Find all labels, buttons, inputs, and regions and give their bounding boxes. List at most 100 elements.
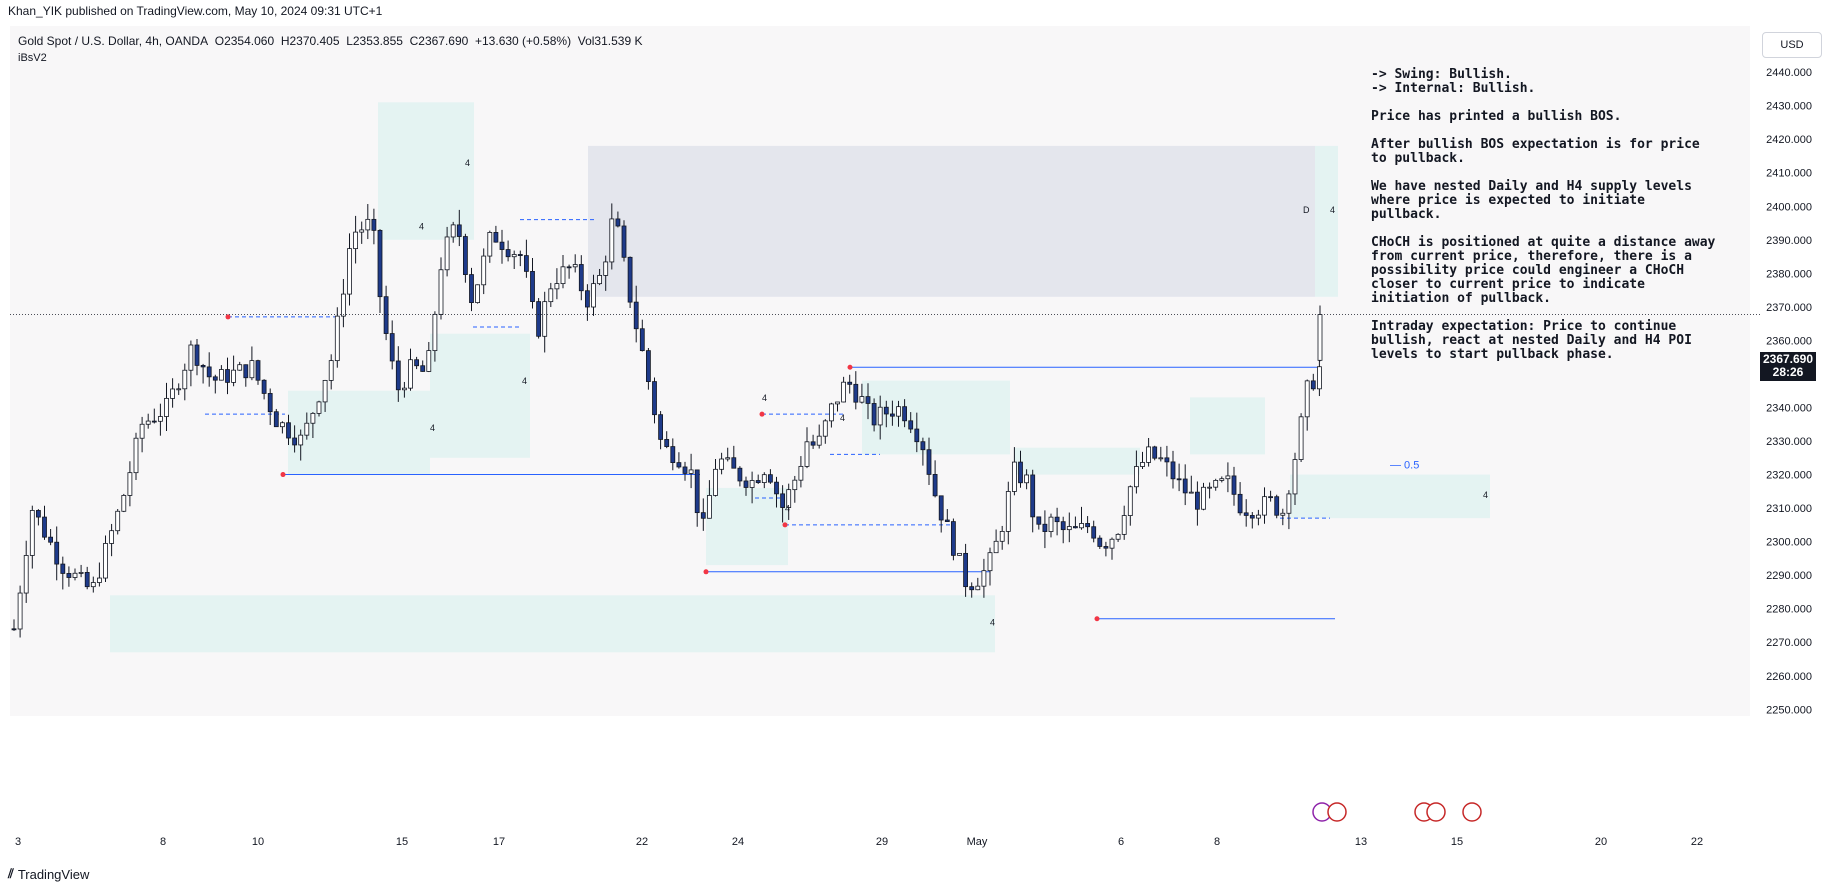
candle-body [334, 315, 340, 362]
y-tick-label: 2370.000 [1766, 302, 1812, 314]
candle-body [1097, 537, 1103, 547]
economic-event-icon [1426, 802, 1446, 822]
candle-body [859, 396, 865, 403]
candle-body [231, 369, 237, 383]
candle-body [1274, 496, 1280, 516]
candle-body [920, 441, 926, 451]
candle-body [456, 224, 462, 237]
candle-body [1286, 493, 1292, 514]
candle-body [542, 301, 548, 337]
candle-body [206, 366, 212, 378]
candle-body [188, 344, 194, 371]
symbol-name[interactable]: Gold Spot / U.S. Dollar, 4h, OANDA [18, 34, 209, 48]
candle-body [1091, 526, 1097, 539]
symbol-legend: Gold Spot / U.S. Dollar, 4h, OANDA O2354… [18, 34, 642, 48]
candle-body [975, 585, 981, 591]
demand-zone [588, 145, 1315, 297]
swing-point-dot [225, 314, 231, 320]
candle-body [902, 406, 907, 422]
candle-body [658, 414, 663, 440]
x-tick-label: 6 [1118, 836, 1124, 848]
candle-body [139, 423, 145, 439]
candlestick-chart[interactable]: 4 4 4 4 4 4 4 4 D 4 4 2250.000 2260.000 2270.000 2280.… [0, 26, 1835, 866]
x-tick-label: 3 [15, 836, 21, 848]
candle-body [414, 359, 420, 367]
candle-body [938, 495, 944, 521]
candle-body [1170, 461, 1176, 480]
chart-area[interactable]: 4 4 4 4 4 4 4 4 D 4 4 2250.000 2260.000 2270.000 2280.… [0, 26, 1835, 866]
tradingview-logo-icon[interactable]: ⫽ [8, 866, 14, 881]
candle-body [932, 474, 938, 497]
candle-body [1060, 521, 1066, 531]
candle-body [310, 412, 316, 424]
candle-body [890, 413, 895, 417]
candle-body [487, 232, 493, 257]
candle-body [1127, 486, 1133, 516]
candle-body [841, 381, 846, 403]
candle-body [1256, 514, 1261, 519]
x-tick-label: 8 [160, 836, 166, 848]
candle-body [1262, 496, 1267, 516]
zone-label: 4 [1483, 490, 1488, 500]
analysis-notes: -> Swing: Bullish. -> Internal: Bullish.… [1371, 68, 1716, 376]
candle-body [109, 530, 114, 544]
candle-body [993, 540, 999, 554]
candle-body [743, 480, 749, 488]
demand-zone [1015, 447, 1140, 475]
candle-body [1201, 486, 1206, 510]
candle-body [322, 379, 328, 403]
candle-body [914, 428, 920, 443]
candle-body [804, 441, 810, 467]
candle-body [1103, 546, 1109, 549]
swing-point-dot [847, 364, 853, 370]
swing-point-dot [759, 411, 765, 417]
candle-body [493, 232, 499, 243]
x-tick-label: 13 [1355, 836, 1367, 848]
swing-point-dot [703, 569, 709, 575]
candle-body [652, 381, 657, 416]
demand-zone [288, 390, 430, 475]
currency-button[interactable]: USD [1762, 32, 1822, 58]
y-tick-label: 2320.000 [1766, 470, 1812, 482]
candle-body [1188, 491, 1194, 494]
demand-zone [1190, 397, 1265, 455]
candle-body [286, 422, 291, 439]
candle-body [1042, 523, 1048, 532]
indicator-name[interactable]: iBsV2 [18, 52, 47, 64]
y-tick-label: 2260.000 [1766, 671, 1812, 683]
candle-body [798, 465, 804, 481]
demand-zone [110, 595, 995, 653]
candle-body [1115, 533, 1121, 540]
candle-body [1036, 516, 1042, 525]
candle-body [664, 439, 670, 447]
candle-body [1310, 380, 1316, 390]
candle-body [1298, 416, 1304, 460]
y-tick-label: 2270.000 [1766, 637, 1812, 649]
candle-body [963, 552, 968, 588]
candle-body [591, 283, 596, 308]
candle-body [676, 462, 682, 468]
candle-body [353, 231, 359, 250]
candle-body [304, 422, 310, 436]
candle-body [54, 541, 60, 565]
candle-body [292, 437, 298, 446]
footer-brand[interactable]: TradingView [17, 866, 90, 882]
x-tick-label: 8 [1214, 836, 1220, 848]
candle-body [1213, 480, 1219, 488]
candle-body [23, 555, 29, 594]
candle-body [883, 406, 889, 415]
candle-body [1018, 461, 1023, 484]
candle-body [786, 489, 792, 508]
candle-body [383, 296, 389, 334]
candle-body [200, 365, 206, 368]
candle-body [377, 229, 383, 298]
candle-body [340, 293, 346, 317]
volume-value: Vol31.539 K [577, 34, 643, 48]
candle-body [1048, 516, 1054, 532]
candle-body [450, 224, 456, 238]
y-tick-label: 2340.000 [1766, 402, 1812, 414]
candle-body [737, 467, 743, 482]
candle-body [66, 573, 72, 578]
demand-zone [862, 380, 1010, 455]
candle-body [395, 360, 401, 391]
